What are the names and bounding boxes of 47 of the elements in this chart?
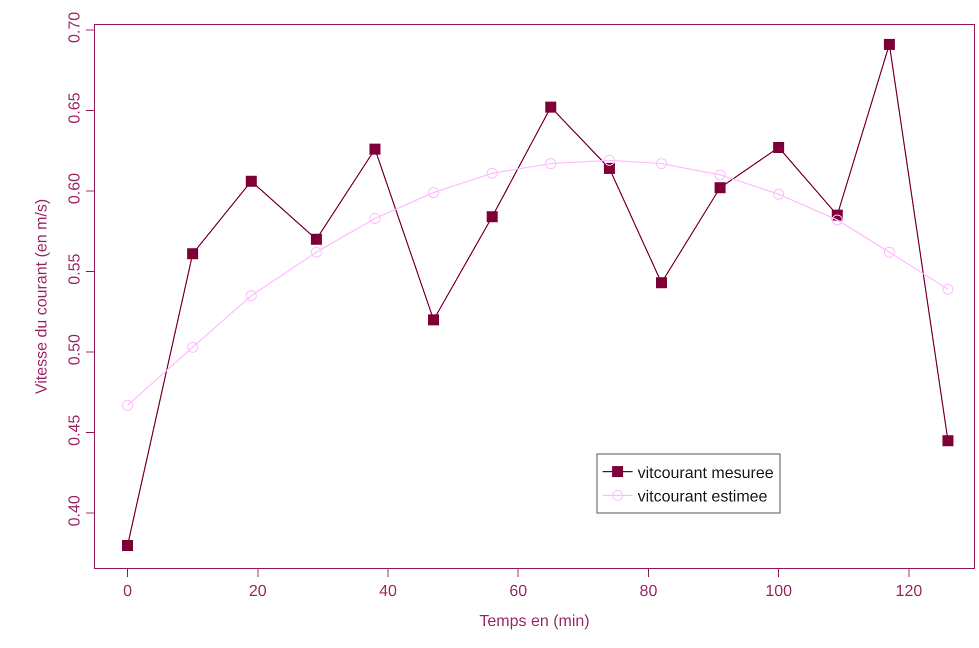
y-tick-label: 0.50 [66, 334, 84, 366]
x-axis-title: Temps en (min) [479, 612, 590, 630]
point [714, 182, 726, 194]
point [187, 342, 198, 353]
point [942, 284, 954, 295]
point [122, 400, 134, 411]
point [369, 144, 380, 155]
point [246, 176, 257, 187]
x-tick-label: 100 [765, 583, 792, 600]
y-axis-title: Vitesse du courant (en m/s) [34, 198, 50, 394]
y-tick-label: 0.45 [66, 414, 84, 446]
point [656, 277, 667, 288]
point [773, 142, 784, 153]
point [486, 168, 498, 179]
point [773, 188, 784, 200]
y-tick-label: 0.65 [66, 92, 84, 124]
point [604, 162, 615, 174]
point [428, 314, 440, 326]
x-tick-label: 0 [123, 583, 132, 600]
point [187, 248, 198, 260]
x-tick-label: 60 [509, 583, 528, 600]
y-tick-label: 0.70 [66, 12, 84, 43]
point [310, 234, 322, 245]
legend-label: vitcourant mesuree [638, 464, 774, 482]
point [545, 158, 556, 170]
x-tick-label: 20 [248, 583, 267, 600]
legend-label: vitcourant estimee [638, 488, 768, 506]
point [369, 212, 380, 224]
point [714, 169, 726, 180]
point [656, 158, 667, 170]
point [832, 214, 843, 226]
x-tick-label: 40 [379, 583, 397, 600]
point [310, 246, 322, 258]
point [486, 211, 498, 222]
x-tick-label: 80 [640, 583, 658, 600]
x-tick-label: 120 [896, 583, 922, 600]
point [545, 102, 556, 113]
y-tick-label: 0.40 [66, 495, 84, 526]
y-tick-label: 0.55 [66, 253, 84, 285]
point [428, 187, 440, 198]
point [122, 540, 134, 551]
point [884, 246, 895, 258]
point [246, 290, 257, 302]
y-tick-label: 0.60 [66, 172, 84, 204]
point [604, 154, 615, 166]
point [884, 38, 895, 50]
point [942, 435, 954, 446]
